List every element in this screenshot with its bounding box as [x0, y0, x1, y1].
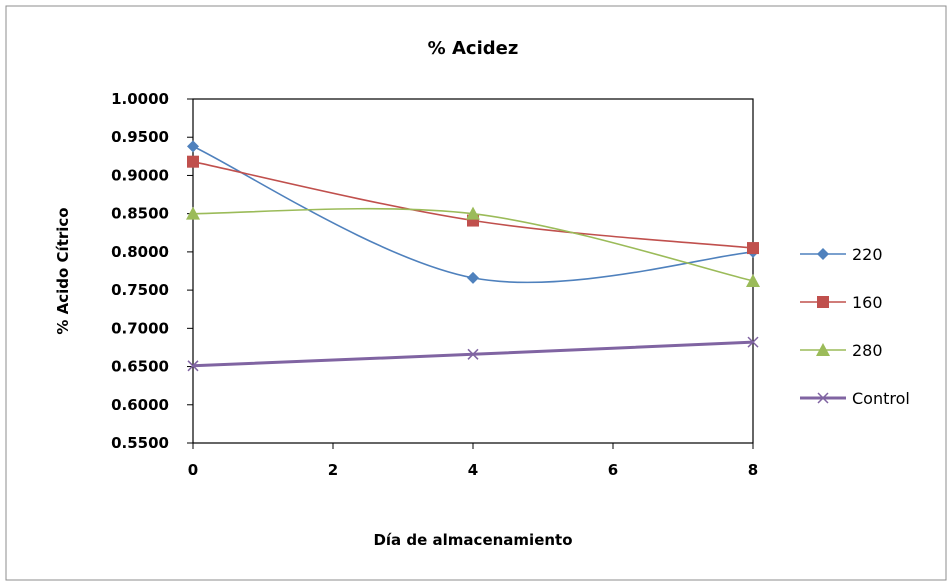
data-point-160	[187, 155, 199, 168]
data-point-280	[466, 206, 480, 220]
legend-marker-160	[817, 296, 829, 308]
data-point-220	[467, 271, 479, 284]
y-tick-label: 0.5500	[111, 434, 169, 452]
data-point-control	[747, 336, 759, 348]
data-point-220	[187, 140, 199, 153]
x-axis-title: Día de almacenamiento	[373, 531, 572, 549]
x-tick-label: 0	[188, 461, 198, 479]
marker-stroke	[187, 360, 199, 372]
y-tick-label: 0.6000	[111, 396, 169, 414]
series-layer	[186, 140, 760, 372]
legend: 220 160 280 Control	[800, 245, 910, 408]
legend-marker-220	[817, 248, 829, 260]
data-point-280	[186, 206, 200, 220]
data-point-control	[187, 360, 199, 372]
marker-stroke	[747, 336, 759, 348]
marker-stroke	[467, 348, 479, 360]
legend-label-160: 160	[852, 293, 883, 312]
data-point-control	[467, 348, 479, 360]
y-axis-title: % Acido Cítrico	[54, 207, 72, 334]
y-tick-label: 0.7000	[111, 319, 169, 337]
chart-title: % Acidez	[428, 38, 519, 59]
y-tick-label: 0.9000	[111, 166, 169, 184]
y-tick-label: 0.7500	[111, 281, 169, 299]
x-tick-label: 2	[328, 461, 338, 479]
x-tick-label: 4	[468, 461, 478, 479]
legend-label-control: Control	[852, 389, 910, 408]
legend-label-280: 280	[852, 341, 883, 360]
y-tick-label: 1.0000	[111, 90, 169, 108]
y-tick-label: 0.8500	[111, 205, 169, 223]
y-axis: 0.5500 0.6000 0.6500 0.7000 0.7500 0.8000 0.85…	[111, 90, 193, 452]
data-point-280	[746, 273, 760, 287]
x-tick-label: 8	[748, 461, 758, 479]
legend-label-220: 220	[852, 245, 883, 264]
legend-marker-280	[816, 343, 830, 356]
plot-area	[192, 98, 754, 444]
y-tick-label: 0.6500	[111, 358, 169, 376]
marker-stroke	[817, 392, 829, 404]
x-axis: 0 2 4 6 8	[188, 443, 758, 479]
legend-marker-control	[817, 392, 829, 404]
x-tick-label: 6	[608, 461, 618, 479]
y-tick-label: 0.9500	[111, 128, 169, 146]
y-tick-label: 0.8000	[111, 243, 169, 261]
data-point-160	[747, 242, 759, 255]
